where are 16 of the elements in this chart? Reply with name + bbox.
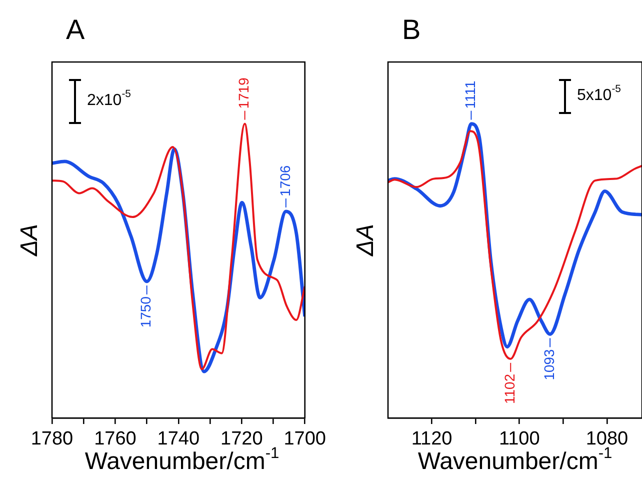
annotation: 1102 bbox=[501, 374, 518, 404]
annotation: 1111 bbox=[462, 80, 478, 109]
y-axis-title: ΔA bbox=[352, 224, 380, 256]
text: 2x10$^{-5}$ bbox=[87, 89, 131, 110]
y-axis-title: ΔA bbox=[16, 224, 44, 256]
annotation: 1706 bbox=[276, 165, 293, 196]
annotation: 1719 bbox=[236, 77, 252, 109]
x-tick-label: 1120 bbox=[411, 428, 452, 450]
text: 5x10$^{-5}$ bbox=[577, 84, 621, 104]
chart-title: B bbox=[402, 14, 421, 46]
x-tick-label: 1100 bbox=[498, 428, 540, 450]
annotation: 1750 bbox=[138, 296, 154, 328]
chart-title: A bbox=[66, 14, 85, 46]
x-tick-label: 1700 bbox=[284, 428, 326, 450]
x-tick-label: 1780 bbox=[30, 428, 74, 450]
annotation: 1093 bbox=[540, 348, 557, 380]
